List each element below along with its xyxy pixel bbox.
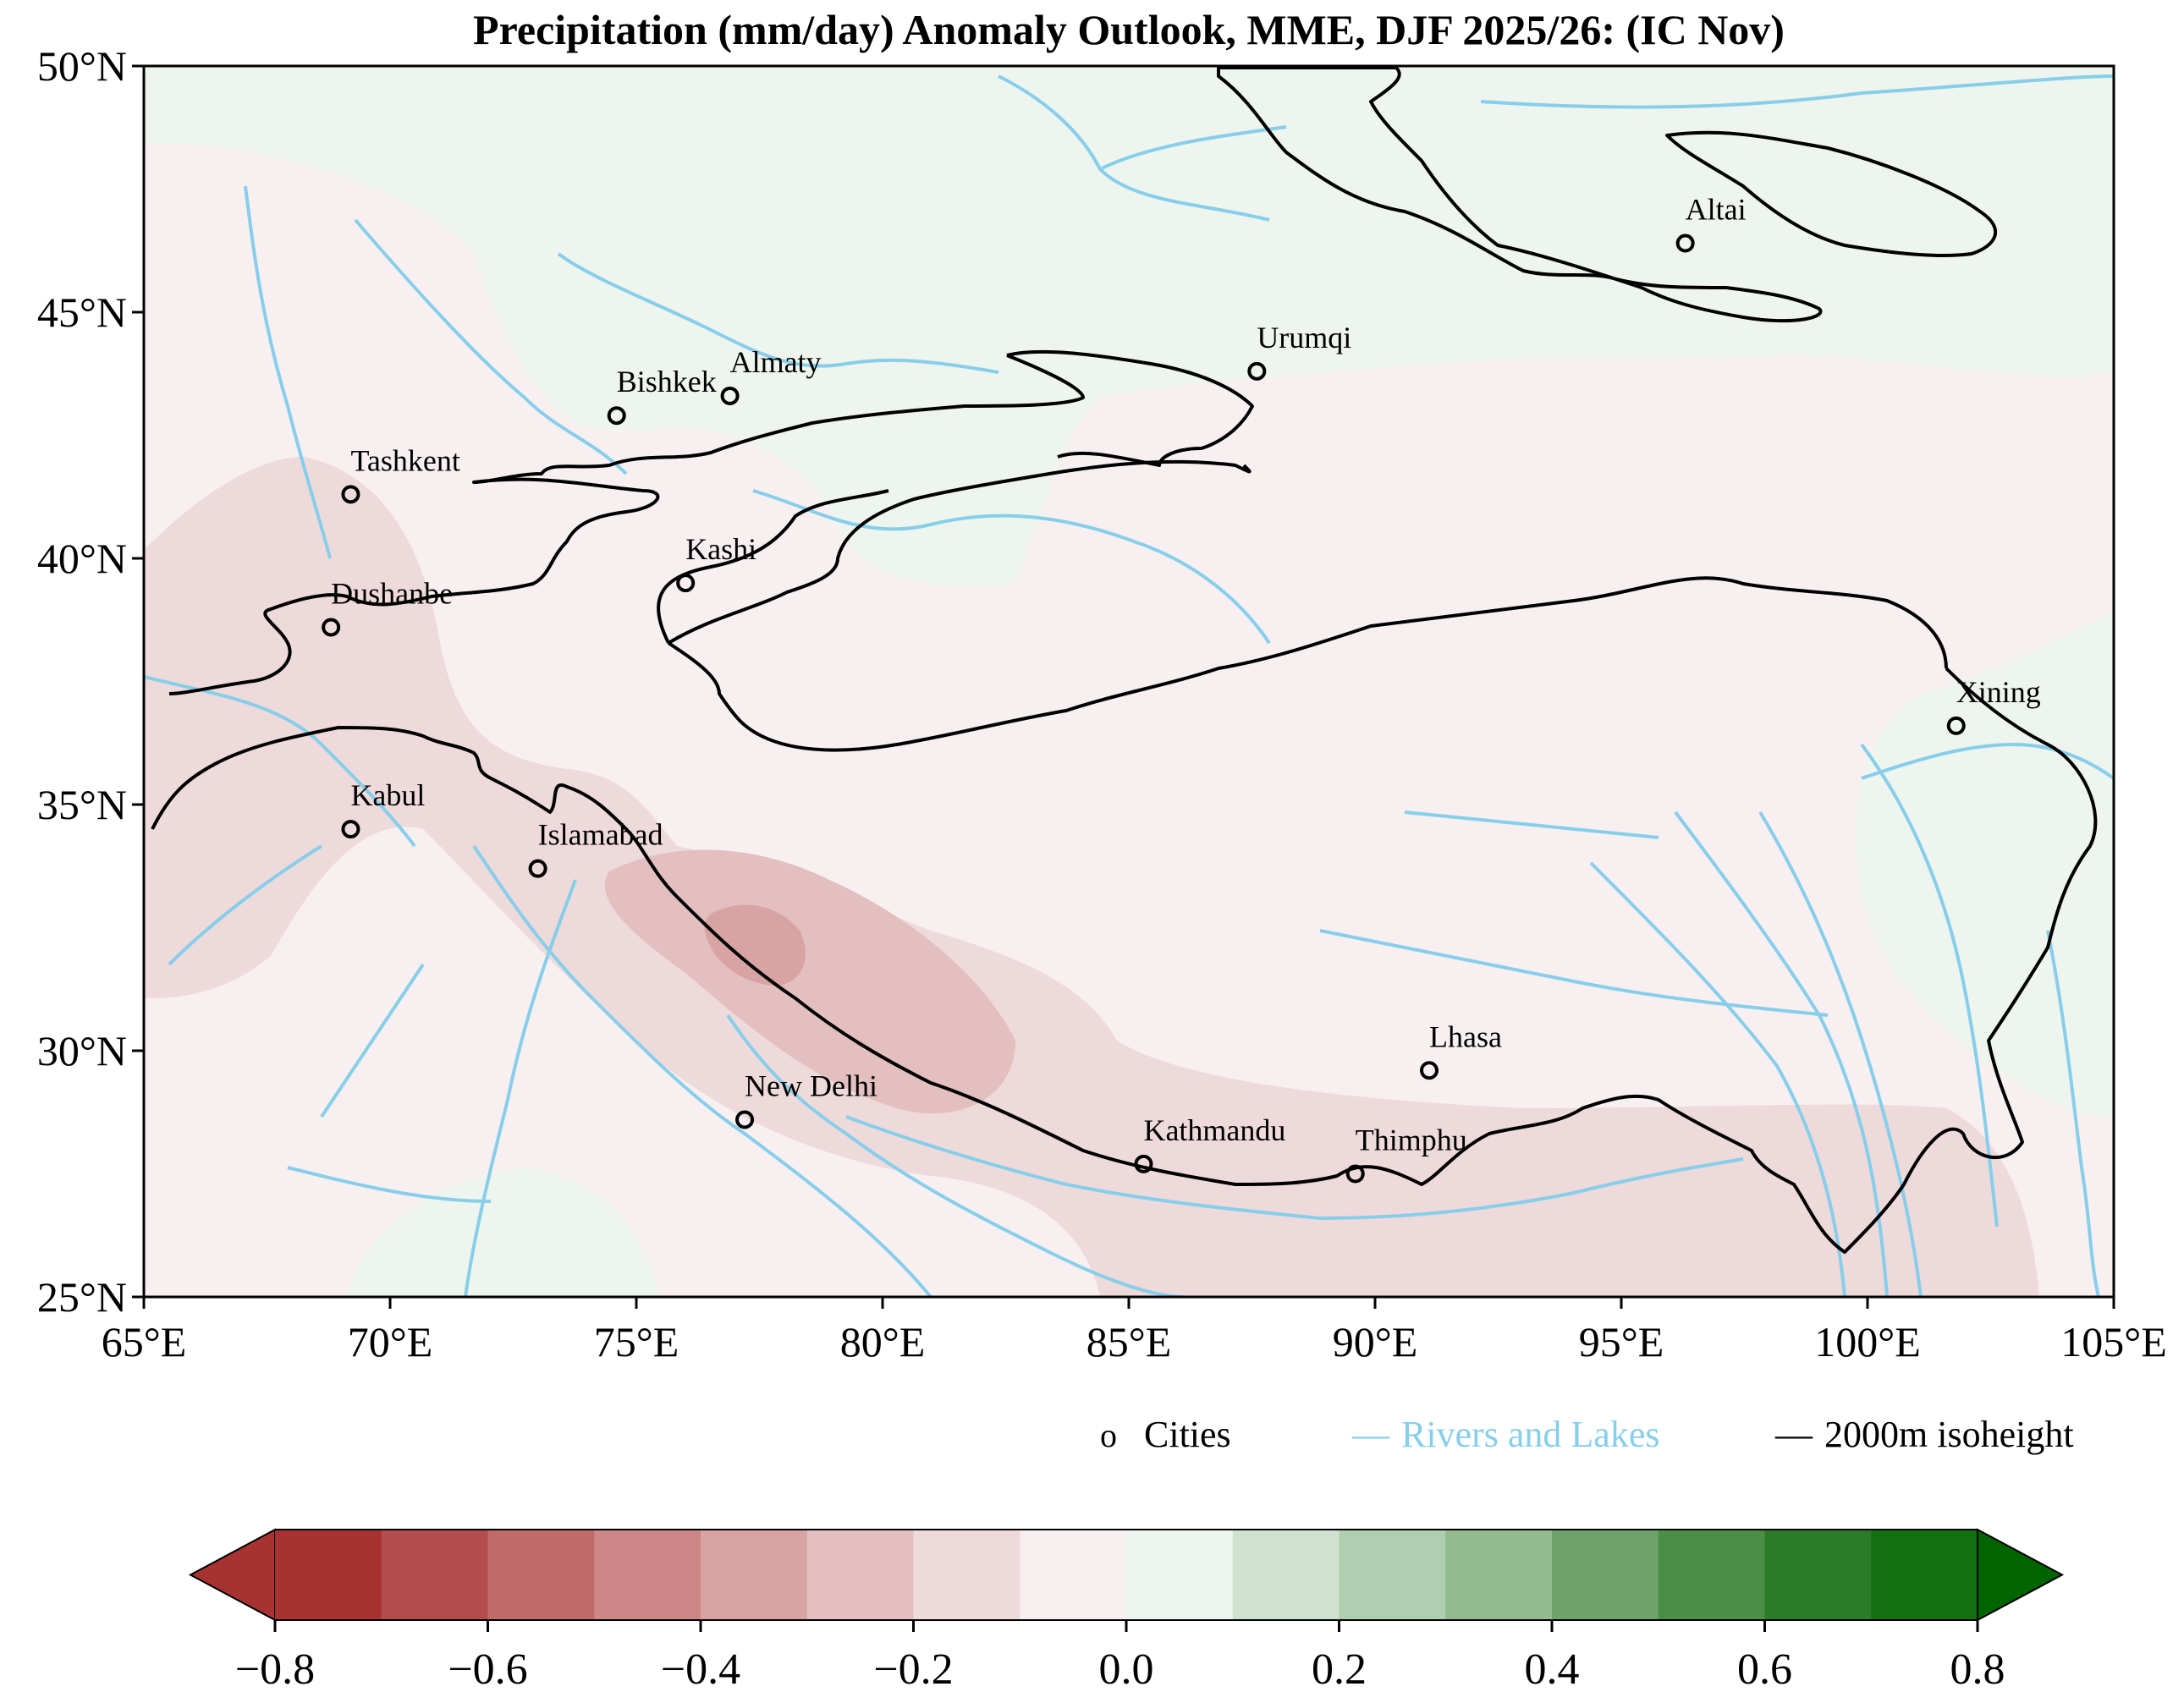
city-marker — [1675, 233, 1695, 253]
city-marker — [676, 574, 696, 593]
colorbar-segment — [1339, 1530, 1446, 1620]
colorbar-segment — [487, 1530, 595, 1620]
map-title: Precipitation (mm/day) Anomaly Outlook, … — [473, 6, 1785, 53]
positive-anomaly-region-southwest — [347, 1167, 660, 1297]
lat-tick-label: 50°N — [37, 42, 127, 90]
isoheight-2000m — [151, 66, 2098, 1254]
city-label: Lhasa — [1429, 1019, 1502, 1053]
positive-anomaly-region-north — [144, 66, 2114, 587]
city-marker — [1345, 1164, 1365, 1184]
lon-tick-label: 75°E — [594, 1318, 679, 1365]
lat-tick-label: 45°N — [37, 288, 127, 336]
negative-anomaly-core-1 — [604, 849, 1015, 1114]
city-label: Almaty — [730, 345, 822, 379]
city-marker — [735, 1110, 755, 1129]
colorbar-segment — [594, 1530, 701, 1620]
colorbar-tick-label: −0.2 — [873, 1645, 953, 1694]
legend-cities-marker: o — [1100, 1416, 1117, 1454]
negative-anomaly-east-band — [1371, 1113, 2014, 1297]
lon-tick-label: 105°E — [2060, 1318, 2167, 1365]
colorbar-tick-label: 0.4 — [1525, 1645, 1580, 1694]
colorbar-segment — [1764, 1530, 1872, 1620]
positive-anomaly-region-east — [1855, 609, 2114, 1117]
colorbar-segment — [806, 1530, 914, 1620]
city-label: Kashi — [685, 532, 756, 566]
colorbar-segment — [1552, 1530, 1659, 1620]
colorbar-tick-label: −0.8 — [235, 1645, 315, 1694]
lon-tick-label: 100°E — [1814, 1318, 1921, 1365]
city-label: Xining — [1956, 675, 2041, 709]
colorbar-segment — [1658, 1530, 1765, 1620]
city-marker — [720, 386, 740, 405]
city-label: Urumqi — [1257, 321, 1351, 354]
colorbar-tick-label: 0.0 — [1099, 1645, 1154, 1694]
lat-tick-label: 40°N — [37, 535, 127, 582]
legend-rivers-label: Rivers and Lakes — [1401, 1414, 1659, 1455]
legend-cities-label: Cities — [1144, 1414, 1231, 1455]
city-marker — [1134, 1154, 1153, 1173]
legend-rivers-dash: — — [1351, 1414, 1390, 1455]
negative-anomaly-core-2 — [704, 904, 806, 986]
map-legend: o Cities — Rivers and Lakes — 2000m isoh… — [1100, 1414, 2074, 1455]
colorbar-segment — [1871, 1530, 1978, 1620]
colorbar-tick-label: −0.6 — [448, 1645, 527, 1694]
colorbar-segment — [381, 1530, 488, 1620]
lat-tick-label: 25°N — [37, 1273, 127, 1321]
colorbar-segment — [701, 1530, 808, 1620]
colorbar-segment — [1126, 1530, 1234, 1620]
city-label: Dushanbe — [331, 576, 453, 610]
city-marker — [607, 406, 626, 426]
legend-isoheight-dash: — — [1774, 1414, 1813, 1455]
city-label: Kathmandu — [1143, 1113, 1285, 1147]
city-label: Islamabad — [538, 818, 663, 852]
colorbar-segment — [275, 1530, 382, 1620]
lon-tick-label: 65°E — [102, 1318, 187, 1365]
city-label: Altai — [1686, 193, 1747, 227]
lon-tick-label: 95°E — [1579, 1318, 1664, 1365]
city-label: Kabul — [350, 778, 425, 812]
colorbar: −0.8 −0.6 −0.4 −0.2 0.0 0.2 0.4 0.6 0.8 — [188, 1528, 2065, 1694]
colorbar-tick-label: −0.4 — [661, 1645, 740, 1694]
colorbar-tick-label: 0.2 — [1312, 1645, 1367, 1694]
city-label: Bishkek — [617, 365, 717, 398]
colorbar-segment — [1445, 1530, 1553, 1620]
colorbar-segment — [1020, 1530, 1127, 1620]
legend-isoheight-label: 2000m isoheight — [1824, 1414, 2074, 1455]
city-marker — [1247, 361, 1267, 381]
colorbar-max-arrow — [1977, 1528, 2065, 1622]
latitude-labels: 50°N 45°N 40°N 35°N 30°N 25°N — [37, 42, 127, 1321]
lat-tick-label: 30°N — [37, 1027, 127, 1074]
colorbar-tick-label: 0.6 — [1737, 1645, 1792, 1694]
city-marker — [1420, 1061, 1439, 1080]
lon-tick-label: 70°E — [348, 1318, 433, 1365]
map-area: Altai Urumqi Almaty Bishkek Tashkent Kashi Dus… — [144, 66, 2114, 1297]
longitude-labels: 65°E 70°E 75°E 80°E 85°E 90°E 95°E 100°E 105°E — [102, 1318, 2167, 1365]
city-marker — [528, 859, 547, 878]
city-label: Tashkent — [350, 443, 459, 477]
city-marker — [341, 820, 360, 839]
city-label: Thimphu — [1356, 1123, 1467, 1157]
city-marker — [341, 485, 360, 504]
rivers-and-lakes — [144, 74, 2114, 1297]
city-markers: Altai Urumqi Almaty Bishkek Tashkent Kashi Dus… — [322, 193, 2041, 1184]
city-label: New Delhi — [745, 1068, 877, 1102]
lon-tick-label: 80°E — [840, 1318, 926, 1365]
colorbar-segment — [1232, 1530, 1340, 1620]
colorbar-tick-label: 0.8 — [1950, 1645, 2005, 1694]
city-marker — [322, 618, 341, 637]
colorbar-min-arrow — [188, 1528, 276, 1622]
lon-tick-label: 85°E — [1086, 1318, 1172, 1365]
city-marker — [1946, 716, 1966, 735]
axis-ticks — [132, 64, 2115, 1309]
colorbar-segment — [913, 1530, 1020, 1620]
lon-tick-label: 90°E — [1333, 1318, 1418, 1365]
lat-tick-label: 35°N — [37, 781, 127, 828]
